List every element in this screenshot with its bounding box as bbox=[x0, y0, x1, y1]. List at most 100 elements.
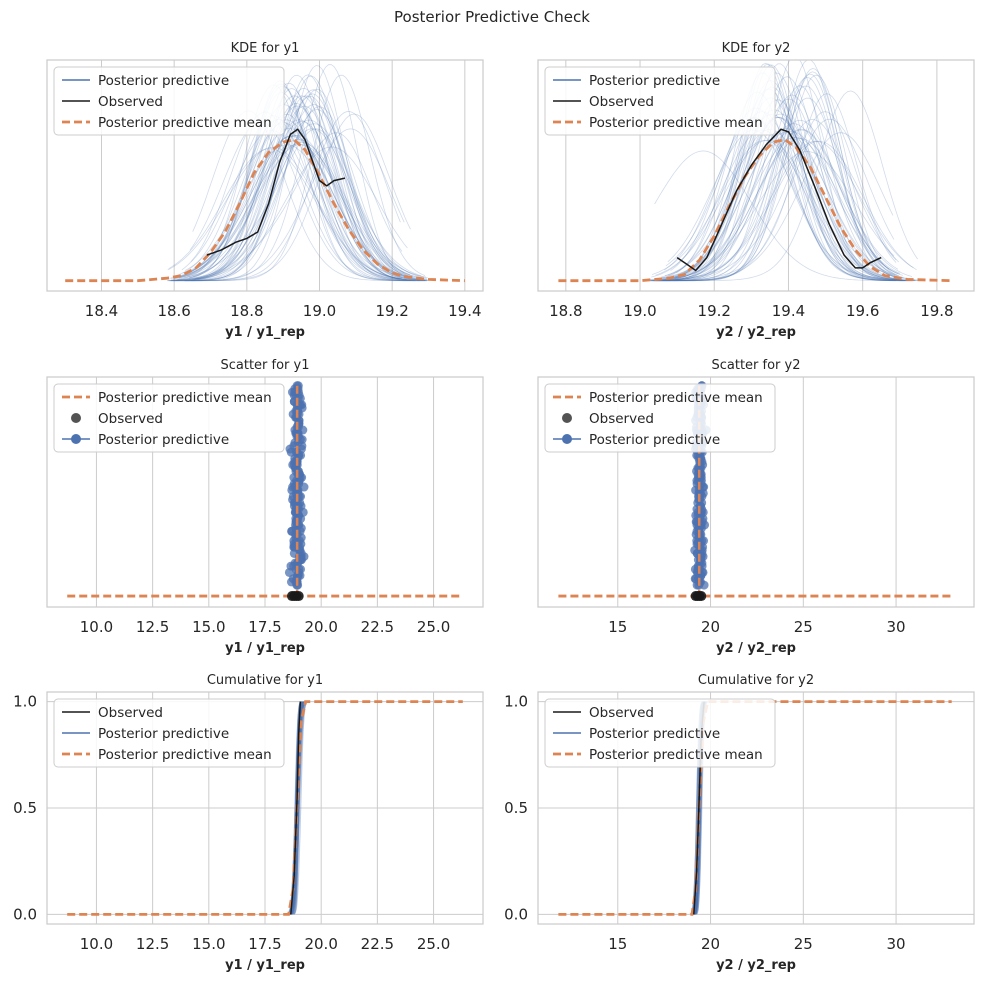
ppc-kde-line bbox=[188, 135, 411, 278]
panel-title: Cumulative for y1 bbox=[207, 673, 323, 688]
ppc-kde-line bbox=[658, 111, 897, 281]
ppc-kde-line bbox=[675, 91, 915, 282]
ppc-kde-line bbox=[189, 132, 403, 280]
ppc-kde-line bbox=[174, 138, 413, 279]
plot-area bbox=[67, 381, 463, 602]
ppc-kde-line bbox=[655, 139, 900, 280]
ppc-kde-line bbox=[665, 117, 908, 281]
ppc-kde-line bbox=[651, 140, 916, 281]
x-axis-label: y1 / y1_rep bbox=[225, 958, 305, 973]
legend-box bbox=[544, 698, 776, 768]
plot-area bbox=[67, 700, 463, 916]
x-axis-label: y2 / y2_rep bbox=[716, 958, 796, 973]
chart-cum-y2: 15 20 25 30 0.0 0.5 1.0 Cumulative for y2 y2 / y… bbox=[504, 673, 975, 973]
ppc-kde-line bbox=[195, 128, 422, 279]
y-tick-label: 0.5 bbox=[504, 799, 528, 817]
ppc-kde-line bbox=[174, 115, 412, 281]
ppc-kde-line bbox=[677, 68, 903, 281]
ppc-kde-line bbox=[177, 109, 427, 280]
x-tick-label: 19.6 bbox=[846, 302, 879, 320]
ppc-kde-line bbox=[659, 85, 900, 281]
x-axis-label: y2 / y2_rep bbox=[716, 641, 796, 656]
x-tick-label: 25 bbox=[794, 935, 813, 953]
axes-frame bbox=[46, 376, 484, 608]
ppc-kde-line bbox=[194, 103, 407, 280]
ppc-kde-line bbox=[660, 111, 894, 281]
legend: Posterior predictive mean Observed Posteri… bbox=[53, 383, 285, 453]
ppc-kde-line bbox=[650, 94, 902, 281]
y-tick-label: 1.0 bbox=[13, 693, 37, 711]
ppc-kde-line bbox=[656, 128, 913, 281]
ppc-kde-line bbox=[171, 106, 405, 282]
ppc-kde-line bbox=[172, 105, 407, 281]
ppc-kde-line bbox=[167, 84, 409, 282]
ppc-kde-line bbox=[652, 73, 904, 282]
ppc-kde-line bbox=[177, 95, 403, 281]
legend-label: Posterior predictive mean bbox=[98, 390, 272, 406]
ppc-kde-line bbox=[190, 74, 426, 282]
series-line-observed bbox=[206, 128, 346, 256]
ppc-kde-line bbox=[171, 85, 420, 282]
x-tick-label: 30 bbox=[887, 618, 906, 636]
gridlines bbox=[95, 377, 435, 607]
x-tick-label: 30 bbox=[887, 935, 906, 953]
ppc-kde-line bbox=[659, 64, 910, 281]
legend-label: Observed bbox=[98, 94, 163, 110]
x-tick-label: 25.0 bbox=[417, 618, 450, 636]
legend-label: Posterior predictive mean bbox=[589, 390, 763, 406]
panel-title: KDE for y1 bbox=[231, 41, 300, 56]
series-line-ppc-mean bbox=[67, 700, 463, 916]
series-line-observed bbox=[676, 128, 882, 272]
axes-frame bbox=[537, 376, 975, 608]
legend-swatch bbox=[71, 434, 81, 444]
ppc-kde-line bbox=[661, 86, 906, 281]
legend: Posterior predictive Observed Posterior pr… bbox=[544, 66, 776, 136]
x-tick-label: 19.0 bbox=[623, 302, 656, 320]
ppc-kde-line bbox=[186, 104, 423, 281]
ppc-kde-line bbox=[191, 64, 425, 282]
legend-label: Observed bbox=[589, 94, 654, 110]
x-tick-label: 18.8 bbox=[230, 302, 263, 320]
ppc-kde-line bbox=[660, 99, 909, 281]
ppc-kde-line bbox=[189, 121, 415, 282]
ppc-kde-line bbox=[184, 110, 401, 282]
legend-label: Observed bbox=[589, 411, 654, 427]
ppc-kde-line bbox=[664, 131, 901, 280]
panels: 18.4 18.6 18.8 19.0 19.2 19.4 KDE for y1 y1 / y… bbox=[13, 41, 975, 973]
x-tick-label: 22.5 bbox=[361, 618, 394, 636]
ppc-kde-line bbox=[174, 127, 411, 280]
ppc-cdf-line bbox=[290, 701, 306, 915]
legend-box bbox=[53, 383, 285, 453]
y-tick-label: 0.0 bbox=[13, 905, 37, 923]
ppc-kde-line bbox=[653, 63, 896, 282]
x-tick-label: 19.4 bbox=[772, 302, 805, 320]
x-tick-label: 17.5 bbox=[248, 618, 281, 636]
ppc-kde-line bbox=[668, 93, 899, 281]
x-tick-label: 25.0 bbox=[417, 935, 450, 953]
legend: Posterior predictive Observed Posterior pr… bbox=[53, 66, 285, 136]
legend-label: Posterior predictive bbox=[98, 432, 229, 448]
x-axis-label: y1 / y1_rep bbox=[225, 641, 305, 656]
ppc-cdf-line bbox=[292, 701, 306, 915]
ppc-kde-line bbox=[184, 89, 420, 282]
legend-label: Posterior predictive bbox=[98, 73, 229, 89]
ppc-kde-line bbox=[173, 128, 405, 282]
chart-kde-y1: 18.4 18.6 18.8 19.0 19.2 19.4 KDE for y1 y1 / y… bbox=[46, 41, 484, 340]
legend-label: Posterior predictive mean bbox=[589, 747, 763, 763]
ppc-kde-line bbox=[676, 132, 894, 281]
ppc-kde-line bbox=[651, 129, 902, 281]
chart-scatter-y2: 15 20 25 30 Scatter for y2 y2 / y2_rep Posteri… bbox=[537, 358, 975, 656]
x-tick-label: 19.0 bbox=[303, 302, 336, 320]
ppc-kde-line bbox=[170, 144, 411, 279]
ppc-kde-line bbox=[650, 90, 918, 282]
legend-label: Observed bbox=[589, 705, 654, 721]
ppc-kde-line bbox=[167, 146, 408, 281]
legend-label: Posterior predictive mean bbox=[98, 115, 272, 131]
legend-label: Posterior predictive mean bbox=[589, 115, 763, 131]
ppc-kde-line bbox=[669, 129, 899, 280]
legend-box bbox=[53, 66, 285, 136]
ppc-kde-line bbox=[658, 138, 899, 281]
panel-title: Cumulative for y2 bbox=[698, 673, 814, 688]
legend: Observed Posterior predictive Posterior pr… bbox=[544, 698, 776, 768]
ppc-kde-line bbox=[657, 151, 895, 281]
